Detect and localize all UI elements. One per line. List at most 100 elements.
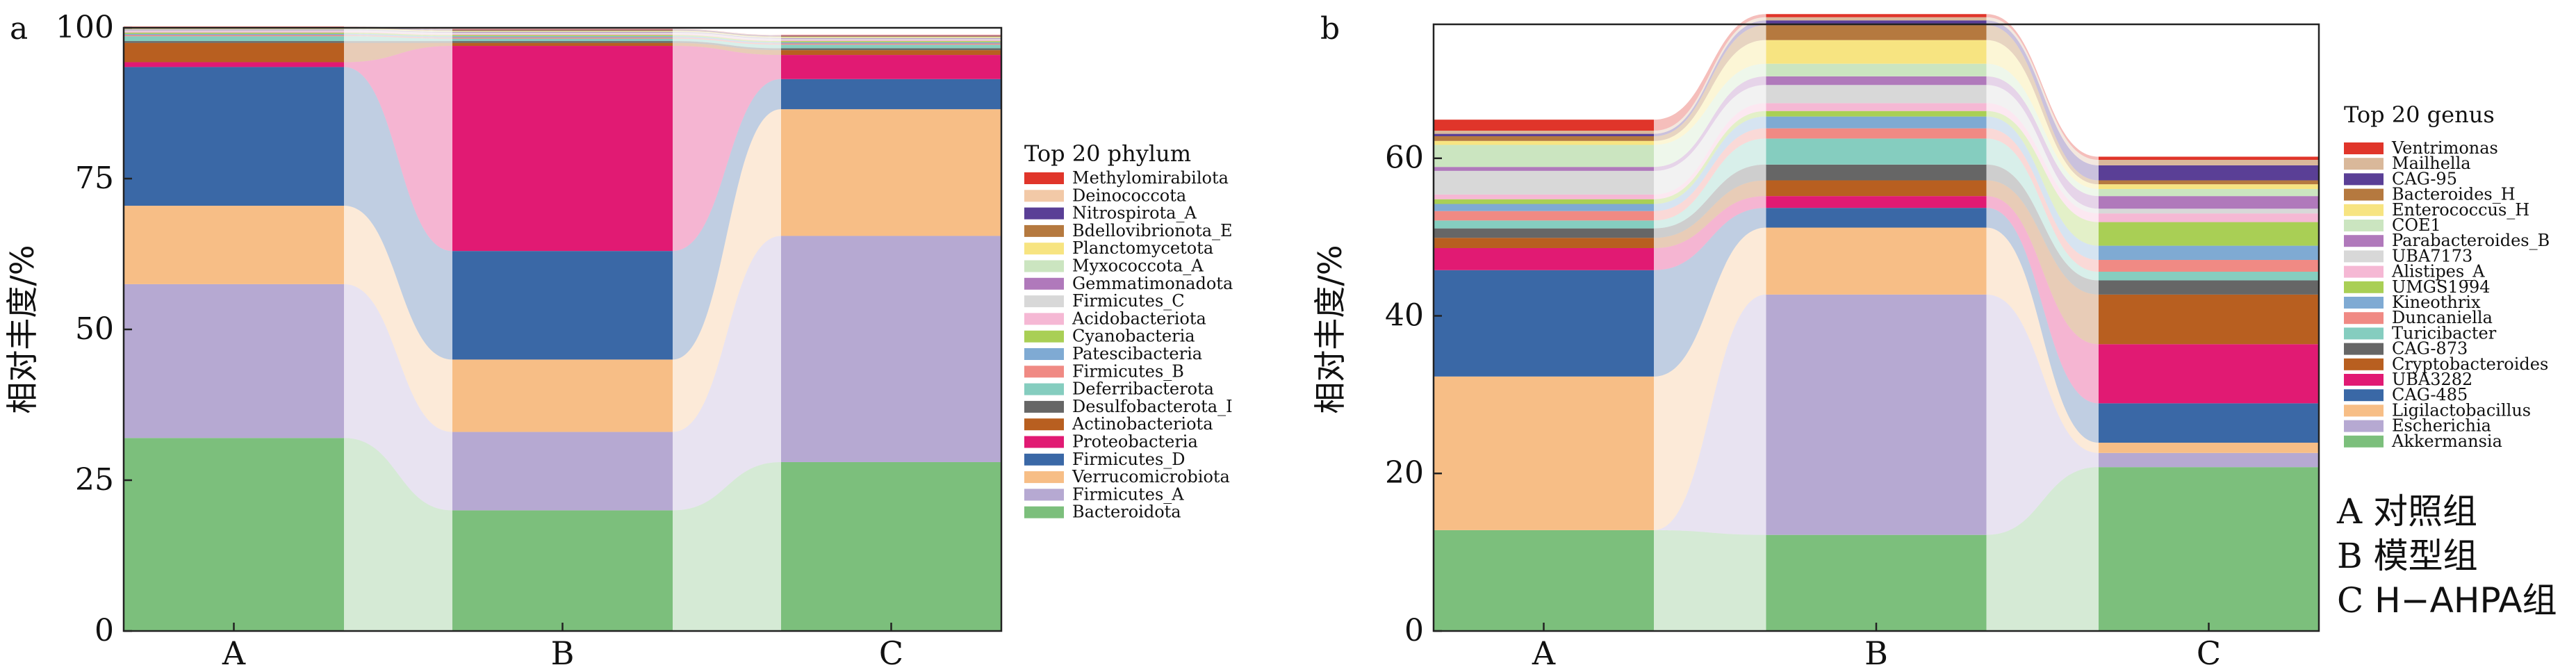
bar-segment-b-cyanobacteria [452,35,673,37]
bar-segment-c-uba7173 [2099,208,2319,214]
legend-swatch [2344,281,2384,293]
bar-segment-b-escherichia [1766,294,1987,535]
flow-firmicutes-b [673,37,781,45]
bar-segment-b-actinobacteriota [452,42,673,47]
legend-swatch [1024,366,1064,378]
legend-label: Escherichia [2392,416,2491,436]
bar-segment-b-firmicutes-a [452,432,673,511]
legend-label: Nitrospirota_A [1072,204,1197,223]
bar-segment-c-firmicutes-c [781,38,1001,40]
legend-label: Proteobacteria [1072,432,1198,452]
legend-item: Firmicutes_C [1024,291,1185,311]
flow-uba3282 [1654,196,1766,270]
legend-swatch [2344,158,2384,170]
flow-bdellovibrionota-e [673,30,781,38]
flow-actinobacteriota [344,42,452,63]
y-tick-label: 0 [95,613,114,648]
bar-segment-a-firmicutes-b [124,35,344,37]
flow-ligilactobacillus [1654,227,1766,530]
bar-segment-c-enterococcus-h [2099,184,2319,189]
flow-parabacteroides-b [1654,76,1766,171]
flow-ligilactobacillus [1986,227,2099,453]
y-tick-label: 50 [75,311,114,347]
flow-coe1 [1986,63,2099,197]
bar-segment-a-ligilactobacillus [1434,376,1654,530]
legend-label: Ligilactobacillus [2392,400,2531,420]
flow-desulfobacterota-i [344,41,452,43]
bar-segment-b-nitrospirota-a [452,29,673,31]
bar-segment-a-patescibacteria [124,33,344,35]
legend-item: Cyanobacteria [1024,327,1195,346]
legend-item: Cryptobacteroides [2344,354,2548,374]
legend-swatch [1024,471,1064,484]
bar-segment-b-cryptobacteroides [1766,180,1987,197]
bar-segment-b-cag-95 [1766,20,1987,26]
bar-segment-a-parabacteroides-b [1434,167,1654,171]
legend-item: Mailhella [2344,154,2471,173]
legend-item: Patescibacteria [1024,344,1202,363]
flow-cag-873 [1986,164,2099,295]
flow-bacteroidota [344,438,452,631]
bar-segment-c-planctomycetota [781,37,1001,38]
legend-item: Actinobacteriota [1024,414,1213,434]
legend-item: Bdellovibrionota_E [1024,221,1233,240]
legend-label: Akkermansia [2391,432,2502,451]
legend-label: UBA7173 [2392,246,2472,265]
legend-swatch [1024,348,1064,360]
legend-item: Kineothrix [2344,293,2481,312]
legend-swatch [1024,400,1064,413]
flow-patescibacteria [673,36,781,44]
flow-acidobacteriota [344,31,452,35]
flow-myxococcota-a [344,28,452,33]
condition-key-item: A 对照组 [2336,491,2477,532]
flow-cag-95 [1986,20,2099,181]
bar-segment-c-verrucomicrobiota [781,109,1001,236]
bar-segment-c-umgs1994 [2099,222,2319,246]
legend-label: UMGS1994 [2392,277,2491,297]
flow-alistipes-a [1654,103,1766,199]
bar-segment-a-bacteroides-h [1434,136,1654,141]
flow-ventrimonas [1986,14,2099,161]
bar-segment-b-turicibacter [1766,138,1987,165]
bar-segment-a-desulfobacterota-i [124,41,344,43]
bar-segment-b-gemmatimonadota [452,32,673,33]
stacked-bars [1434,14,2319,631]
legend-item: Alistipes_A [2344,262,2485,281]
legend-item: CAG-95 [2344,169,2457,188]
y-tick-label: 0 [1404,613,1424,648]
flow-verrucomicrobiota [344,206,452,432]
bar-segment-a-cyanobacteria [124,32,344,34]
bar-segment-a-firmicutes-a [124,284,344,439]
bar-segment-a-turicibacter [1434,220,1654,229]
bar-segment-c-firmicutes-d [781,79,1001,110]
bar-segment-b-parabacteroides-b [1766,76,1987,85]
legend-swatch [2344,250,2384,263]
legend-swatch [1024,260,1064,272]
bar-segment-a-myxococcota-a [124,28,344,30]
legend-item: Ventrimonas [2344,138,2498,158]
bar-segment-c-cryptobacteroides [2099,294,2319,345]
legend-swatch [1024,506,1064,518]
bar-segment-c-proteobacteria [781,55,1001,79]
x-tick-label: B [1864,634,1888,669]
legend-swatch [2344,404,2384,417]
legend-swatch [2344,420,2384,432]
flow-cag-95 [1654,20,1766,136]
legend-swatch [1024,190,1064,202]
flow-firmicutes-b [344,35,452,39]
x-tick-label: B [551,634,575,669]
condition-label: H−AHPA组 [2374,580,2557,621]
flow-deferribacterota [673,38,781,49]
legend-label: Firmicutes_A [1072,484,1184,504]
bar-segment-c-bdellovibrionota-e [781,36,1001,38]
bar-segment-c-gemmatimonadota [781,38,1001,39]
bar-segment-b-ventrimonas [1766,14,1987,17]
legend-label: Methylomirabilota [1072,168,1229,188]
flow-cag-485 [1986,208,2099,443]
bar-segment-c-cag-873 [2099,280,2319,295]
flow-alistipes-a [1986,103,2099,222]
flow-deferribacterota [344,36,452,42]
bar-segment-c-uba3282 [2099,344,2319,404]
